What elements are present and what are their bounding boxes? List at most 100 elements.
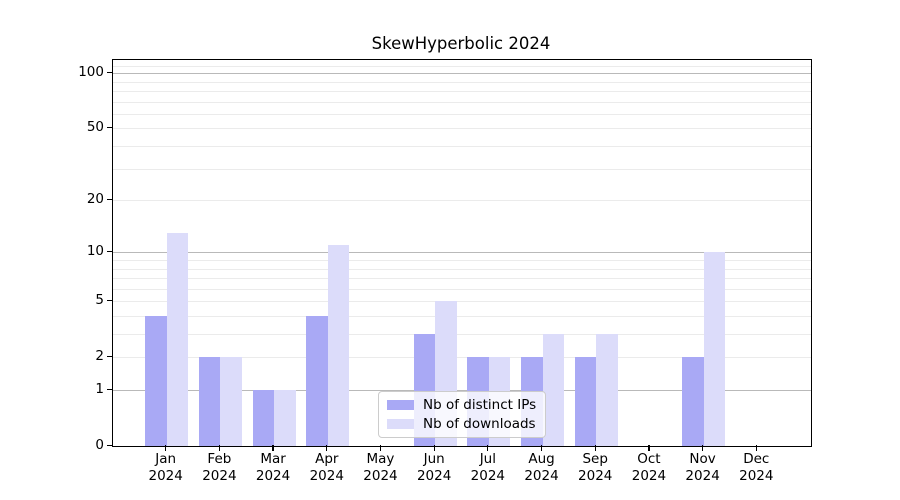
legend-entry-distinct-ips: Nb of distinct IPs [387, 397, 537, 413]
bar-downloads-nov [703, 252, 726, 446]
x-tick-label-month-apr: Apr [315, 451, 339, 467]
y-tick-mark-1 [107, 388, 112, 390]
x-tick-label-sep: Sep 2024 [565, 451, 625, 484]
bar-downloads-mar [274, 390, 296, 446]
gridline-minor-3 [113, 334, 811, 336]
x-tick-label-year-oct: 2024 [631, 467, 667, 484]
x-tick-mark-may [379, 445, 382, 451]
x-tick-label-month-may: May [366, 451, 395, 467]
x-tick-label-feb: Feb 2024 [189, 451, 249, 484]
chart-title: SkewHyperbolic 2024 [371, 34, 551, 53]
y-tick-mark-50 [107, 126, 112, 129]
y-tick-label-0: 0 [95, 437, 104, 453]
x-tick-label-jun: Jun 2024 [404, 451, 464, 484]
x-tick-label-jan: Jan 2024 [136, 451, 196, 484]
x-tick-mark-aug [540, 445, 543, 451]
gridline-minor-4 [113, 316, 811, 317]
x-tick-mark-sep [594, 445, 596, 451]
x-tick-mark-nov [701, 445, 704, 451]
y-tick-label-5: 5 [95, 292, 104, 309]
gridline-minor-7 [113, 278, 811, 280]
gridline-minor-30 [113, 168, 811, 170]
gridline-minor-40 [113, 146, 811, 148]
x-tick-label-year-feb: 2024 [202, 467, 237, 484]
x-tick-label-aug: Aug 2024 [512, 451, 572, 484]
gridline-minor-50 [113, 128, 811, 130]
gridline-minor-20 [113, 200, 811, 202]
y-tick-mark-2 [107, 355, 112, 358]
x-tick-label-month-sep: Sep [582, 451, 608, 467]
gridline-minor-6 [113, 288, 811, 290]
x-tick-label-year-sep: 2024 [578, 467, 613, 484]
x-tick-label-year-apr: 2024 [309, 467, 344, 484]
x-tick-label-mar: Mar 2024 [243, 451, 303, 484]
gridline-major-1 [113, 390, 811, 392]
bar-distinct-ips-jan [145, 316, 167, 446]
bar-distinct-ips-feb [198, 357, 221, 446]
x-tick-label-month-jun: Jun [423, 451, 445, 467]
x-tick-mark-oct [648, 445, 650, 451]
y-tick-label-100: 100 [78, 64, 104, 81]
x-tick-label-year-jun: 2024 [416, 467, 452, 484]
x-tick-label-jul: Jul 2024 [458, 451, 518, 484]
x-tick-mark-feb [218, 445, 221, 451]
bar-downloads-feb [220, 357, 242, 446]
x-tick-label-month-aug: Aug [528, 451, 555, 467]
x-tick-label-month-feb: Feb [207, 451, 232, 467]
x-tick-label-may: May 2024 [350, 451, 410, 484]
legend-label-distinct-ips: Nb of distinct IPs [423, 397, 537, 413]
legend-swatch-distinct-ips [387, 400, 414, 410]
gridline-minor-8 [113, 268, 811, 270]
x-tick-label-year-dec: 2024 [739, 467, 774, 484]
gridline-minor-2 [113, 357, 811, 359]
y-tick-label-10: 10 [86, 243, 104, 260]
y-tick-mark-5 [107, 299, 112, 302]
bar-downloads-aug [542, 334, 565, 446]
x-tick-mark-jun [433, 445, 435, 451]
y-tick-label-2: 2 [95, 348, 104, 365]
y-tick-mark-10 [107, 250, 112, 253]
legend-label-downloads: Nb of downloads [423, 416, 536, 432]
gridline-minor-5 [113, 301, 811, 303]
plot-area [112, 59, 812, 447]
bar-downloads-jan [166, 232, 189, 446]
x-tick-mark-jul [487, 445, 489, 451]
x-tick-label-oct: Oct 2024 [619, 451, 679, 484]
legend: Nb of distinct IPs Nb of downloads [378, 391, 546, 438]
x-tick-label-year-mar: 2024 [255, 467, 291, 484]
y-tick-label-20: 20 [86, 191, 104, 208]
x-tick-label-month-jan: Jan [155, 451, 177, 467]
bar-downloads-apr [327, 245, 350, 446]
x-tick-label-month-dec: Dec [743, 451, 770, 467]
gridline-minor-110 [113, 65, 811, 67]
x-tick-label-dec: Dec 2024 [726, 451, 786, 484]
y-tick-mark-0 [107, 444, 112, 446]
x-tick-label-month-mar: Mar [260, 451, 286, 467]
y-tick-mark-100 [107, 71, 112, 74]
x-tick-label-year-nov: 2024 [685, 467, 720, 484]
y-tick-label-1: 1 [95, 381, 104, 398]
y-tick-mark-20 [107, 198, 112, 200]
gridline-major-100 [113, 73, 811, 75]
x-tick-label-month-jul: Jul [479, 451, 496, 467]
x-tick-mark-dec [755, 445, 757, 451]
bar-downloads-sep [596, 334, 618, 446]
x-tick-label-year-jul: 2024 [470, 467, 506, 484]
bar-distinct-ips-sep [574, 357, 597, 446]
x-tick-label-apr: Apr 2024 [297, 451, 357, 484]
bar-distinct-ips-mar [252, 390, 275, 446]
x-tick-label-year-aug: 2024 [524, 467, 559, 484]
x-tick-label-month-oct: Oct [637, 451, 661, 467]
x-tick-label-nov: Nov 2024 [673, 451, 733, 484]
gridline-minor-80 [113, 91, 811, 93]
gridline-minor-60 [113, 113, 811, 115]
gridline-minor-90 [113, 81, 811, 83]
x-tick-label-year-jan: 2024 [148, 467, 183, 484]
bar-distinct-ips-nov [682, 357, 704, 446]
x-tick-label-month-nov: Nov [689, 451, 716, 467]
x-tick-mark-apr [326, 445, 328, 451]
legend-swatch-downloads [387, 419, 414, 429]
gridline-minor-9 [113, 260, 811, 262]
y-tick-label-50: 50 [86, 119, 104, 136]
